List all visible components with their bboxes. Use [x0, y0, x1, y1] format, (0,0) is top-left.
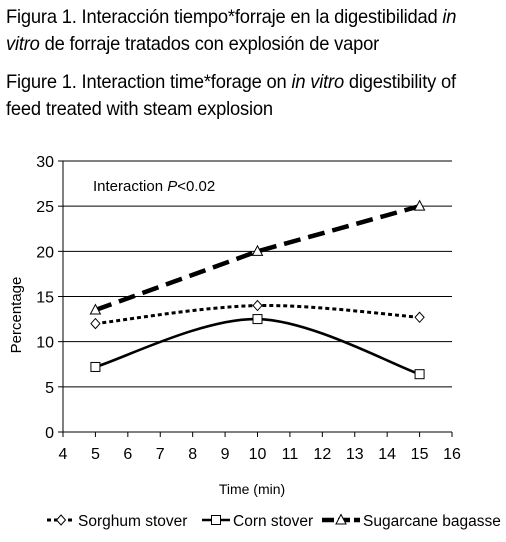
- tick-labels: 0 5 10 15 20 25 30 4 5 6 7 8 9 10 11 12 13 14 15 16: [36, 154, 461, 463]
- legend-label-sorghum-stover: Sorghum stover: [78, 513, 187, 530]
- square-marker: [414, 369, 425, 380]
- caption-english-text: Figure 1. Interaction time*forage on: [6, 71, 292, 93]
- triangle-marker: [413, 199, 426, 211]
- y-tick-label: 10: [36, 335, 54, 352]
- x-tick-label: 10: [249, 446, 267, 463]
- caption-spanish-italic: in: [442, 6, 457, 28]
- x-tick-label: 12: [313, 446, 331, 463]
- caption-english-italic: in vitro: [291, 71, 344, 93]
- x-tick-label: 5: [91, 446, 100, 463]
- square-marker: [90, 361, 101, 372]
- x-tick-label: 11: [282, 446, 299, 463]
- y-tick-label: 15: [36, 290, 54, 307]
- x-tick-label: 4: [59, 446, 68, 463]
- series-line-sugarcane-bagasse: [94, 203, 421, 313]
- series-line-corn-stover: [95, 317, 421, 376]
- y-tick-label: 20: [36, 244, 54, 261]
- axes: [58, 160, 453, 437]
- legend-label-corn-stover: Corn stover: [233, 513, 313, 530]
- x-tick-label: 9: [221, 446, 230, 463]
- square-marker: [211, 515, 221, 525]
- caption-english-line-1: Figure 1. Interaction time*forage on in …: [6, 69, 456, 96]
- caption-english: Figure 1. Interaction time*forage on in …: [6, 69, 456, 123]
- triangle-marker: [335, 513, 347, 525]
- triangle-marker: [251, 244, 264, 256]
- y-tick-label: 5: [45, 380, 54, 397]
- caption-spanish-text: de forraje tratados con explosión de vap…: [39, 33, 380, 55]
- x-axis-label: Time (min): [219, 481, 285, 497]
- x-tick-label: 13: [346, 446, 364, 463]
- caption-spanish-line-1: Figura 1. Interacción tiempo*forraje en …: [6, 4, 456, 31]
- triangle-marker: [89, 303, 102, 315]
- diamond-marker: [55, 514, 67, 526]
- caption-spanish: Figura 1. Interacción tiempo*forraje en …: [6, 4, 456, 58]
- y-tick-label: 30: [36, 154, 54, 171]
- caption-spanish-italic: vitro: [6, 33, 40, 55]
- caption-spanish-line-2: vitro de forraje tratados con explosión …: [6, 31, 456, 58]
- square-marker: [252, 314, 263, 325]
- diamond-marker: [414, 311, 425, 324]
- x-tick-label: 8: [188, 446, 197, 463]
- diamond-marker: [252, 299, 263, 312]
- interaction-annotation: Interaction P<0.02: [93, 178, 215, 195]
- x-tick-label: 14: [378, 446, 396, 463]
- series-group: [89, 199, 426, 380]
- x-tick-label: 15: [411, 446, 429, 463]
- legend: Sorghum stover Corn stover Sugarcane bagas…: [34, 506, 501, 534]
- x-tick-label: 7: [156, 446, 165, 463]
- caption-spanish-text: Figura 1. Interacción tiempo*forraje en …: [6, 6, 443, 28]
- y-tick-label: 25: [36, 199, 54, 216]
- y-axis-label: Percentage: [8, 277, 25, 354]
- caption-english-line-2: feed treated with steam explosion: [6, 98, 273, 120]
- legend-box: [34, 506, 498, 534]
- x-tick-label: 16: [443, 446, 461, 463]
- legend-label-sugarcane-bagasse: Sugarcane bagasse: [363, 513, 501, 530]
- x-tick-label: 6: [123, 446, 132, 463]
- diamond-marker: [90, 317, 101, 330]
- caption-english-text: digestibility of: [343, 71, 456, 93]
- y-tick-label: 0: [45, 425, 54, 442]
